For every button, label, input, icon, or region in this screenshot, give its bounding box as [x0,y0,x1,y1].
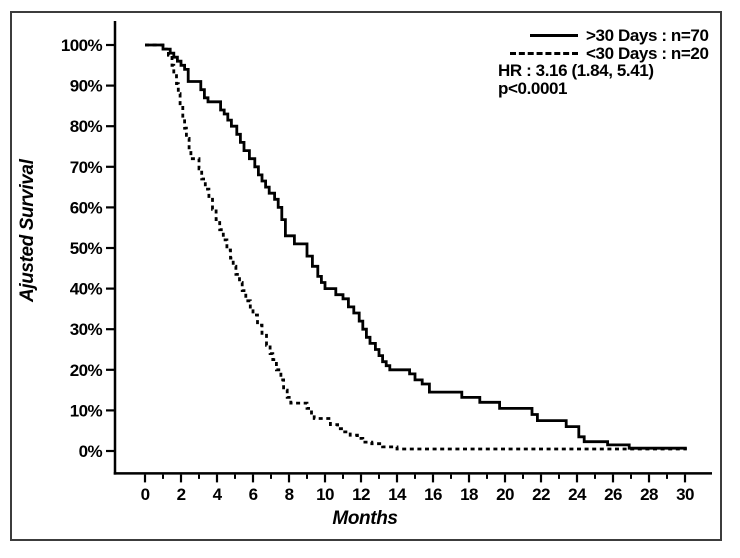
survival-curve-gt30days [145,43,687,450]
y-tick-label: 50% [70,239,103,258]
legend-sample-cell [498,51,578,55]
legend-sample-cell [498,34,578,38]
x-tick-label: 30 [676,485,694,504]
x-tick-label: 26 [604,485,622,504]
p-value-annotation: p<0.0001 [498,78,568,98]
x-tick-label: 2 [177,485,186,504]
y-tick-label: 100% [61,36,103,55]
y-tick-label: 60% [70,198,103,217]
y-tick-label: 90% [70,77,103,96]
x-tick-label: 28 [640,485,658,504]
y-tick-label: 20% [70,361,103,380]
legend-label-lt30days: <30 Days : n=20 [586,43,709,63]
y-tick-label: 10% [70,401,103,420]
solid-line-icon [530,34,578,38]
x-tick-label: 10 [316,485,334,504]
legend-item-gt30days: >30 Days : n=70 [498,27,730,45]
legend-label-gt30days: >30 Days : n=70 [586,26,709,45]
hazard-ratio-annotation: HR : 3.16 (1.84, 5.41) [498,61,654,80]
x-tick-label: 4 [213,485,223,504]
figure-border [10,11,722,541]
y-tick-label: 40% [70,280,103,299]
x-tick-label: 14 [388,485,407,504]
y-tick-label: 0% [79,442,103,461]
x-tick-label: 18 [460,485,478,504]
x-tick-label: 16 [424,485,442,504]
legend: >30 Days : n=70 <30 Days : n=20 HR : 3.1… [498,27,730,97]
x-tick-label: 8 [285,485,294,504]
dashed-line-icon [510,51,578,55]
legend-item-lt30days: <30 Days : n=20 [498,43,730,63]
y-tick-label: 30% [70,320,103,339]
x-tick-label: 0 [141,485,150,504]
x-tick-label: 22 [532,485,550,504]
y-tick-label: 70% [70,158,103,177]
survival-curve-lt30days [145,43,687,451]
y-axis-title: Ajusted Survival [17,159,38,303]
x-tick-label: 24 [568,485,587,504]
x-axis-title: Months [332,508,398,529]
x-tick-label: 12 [352,485,370,504]
x-tick-label: 6 [249,485,258,504]
x-tick-label: 20 [496,485,514,504]
y-tick-label: 80% [70,117,103,136]
